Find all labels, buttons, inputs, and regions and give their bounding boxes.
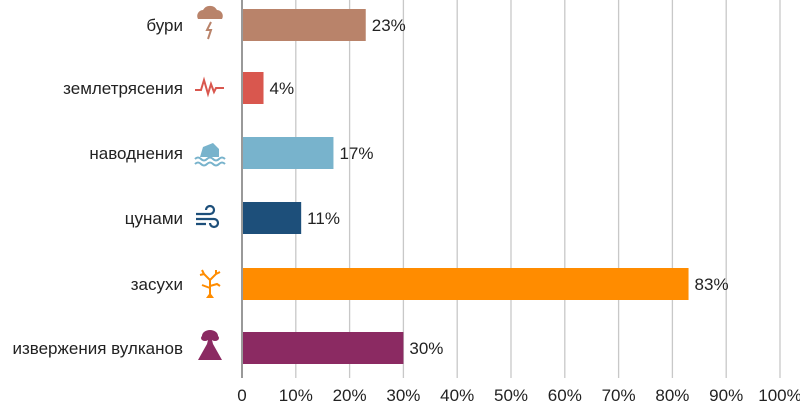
x-tick-label: 70% — [602, 386, 636, 405]
bar-row: наводнения 17% — [89, 137, 373, 169]
value-label: 23% — [372, 16, 406, 35]
x-tick-label: 50% — [494, 386, 528, 405]
bar-row: землетрясения 4% — [63, 72, 294, 104]
x-tick-label: 90% — [709, 386, 743, 405]
category-label: извержения вулканов — [12, 339, 183, 358]
wind-waves-icon — [196, 204, 220, 229]
value-label: 4% — [270, 79, 295, 98]
value-label: 17% — [339, 144, 373, 163]
value-label: 11% — [307, 209, 340, 228]
category-label: бури — [146, 16, 183, 35]
x-tick-label: 100% — [758, 386, 800, 405]
flooded-house-icon — [194, 143, 226, 167]
bar — [243, 202, 302, 234]
category-label: землетрясения — [63, 79, 183, 98]
bar — [243, 268, 689, 300]
category-label: цунами — [125, 209, 183, 228]
dead-tree-icon — [199, 269, 221, 298]
bar — [243, 137, 334, 169]
x-tick-label: 60% — [548, 386, 582, 405]
volcano-icon — [198, 330, 222, 360]
bar-row: засухи 83% — [131, 268, 729, 300]
x-tick-label: 30% — [386, 386, 420, 405]
bar — [243, 332, 404, 364]
x-tick-label: 10% — [279, 386, 313, 405]
storm-cloud-icon — [197, 5, 223, 40]
x-tick-label: 40% — [440, 386, 474, 405]
bar — [243, 72, 264, 104]
bar-row: бури 23% — [146, 5, 406, 41]
bar — [243, 9, 366, 41]
bar-row: цунами 11% — [125, 202, 340, 234]
seismograph-icon — [195, 76, 224, 98]
category-label: засухи — [131, 275, 183, 294]
category-label: наводнения — [89, 144, 183, 163]
value-label: 30% — [409, 339, 443, 358]
x-tick-label: 20% — [333, 386, 367, 405]
x-tick-label: 80% — [655, 386, 689, 405]
value-label: 83% — [695, 275, 729, 294]
x-tick-label: 0 — [237, 386, 246, 405]
bar-row: извержения вулканов 30% — [12, 330, 443, 364]
